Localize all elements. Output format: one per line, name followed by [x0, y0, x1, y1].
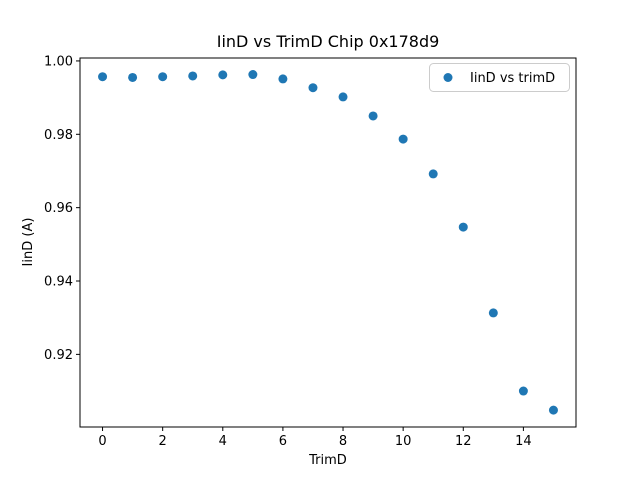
data-point: [368, 111, 378, 121]
legend: IinD vs trimD: [429, 63, 570, 92]
x-tick-label: 10: [395, 434, 412, 449]
y-tick-label: 0.92: [44, 348, 73, 363]
x-tick-label: 6: [279, 434, 287, 449]
data-point: [188, 71, 198, 81]
data-point: [488, 308, 498, 318]
y-tick-label: 0.94: [44, 275, 73, 290]
axes-frame: [79, 57, 577, 428]
axes-layer: 0 2 4 6 8 10 12 14 0.92 0.94 0.96 0.98 1.00: [44, 54, 577, 449]
data-point: [218, 70, 228, 80]
points-layer: [98, 70, 558, 415]
y-tick-label: 1.00: [44, 54, 73, 69]
legend-box: [429, 63, 570, 92]
legend-label: IinD vs trimD: [470, 71, 555, 86]
y-tick-label: 0.98: [44, 128, 73, 143]
x-tick-label: 12: [455, 434, 472, 449]
y-tick-label: 0.96: [44, 201, 73, 216]
legend-marker-icon: [443, 73, 453, 82]
data-point: [338, 92, 348, 102]
data-point: [398, 134, 408, 144]
data-point: [158, 72, 168, 82]
chart-title: IinD vs TrimD Chip 0x178d9: [217, 32, 440, 51]
data-point: [548, 405, 558, 415]
x-tick-label: 2: [159, 434, 167, 449]
x-tick-label: 0: [98, 434, 106, 449]
data-point: [428, 169, 438, 179]
x-tick-label: 14: [515, 434, 532, 449]
data-point: [98, 72, 108, 82]
x-tick-label: 4: [219, 434, 227, 449]
data-point: [308, 83, 318, 93]
data-point: [518, 386, 528, 396]
data-point: [458, 222, 468, 232]
y-axis-label: IinD (A): [21, 218, 36, 267]
data-point: [278, 74, 288, 84]
data-point: [128, 72, 138, 82]
data-point: [248, 70, 258, 80]
x-axis-label: TrimD: [308, 453, 347, 468]
x-tick-label: 8: [339, 434, 347, 449]
